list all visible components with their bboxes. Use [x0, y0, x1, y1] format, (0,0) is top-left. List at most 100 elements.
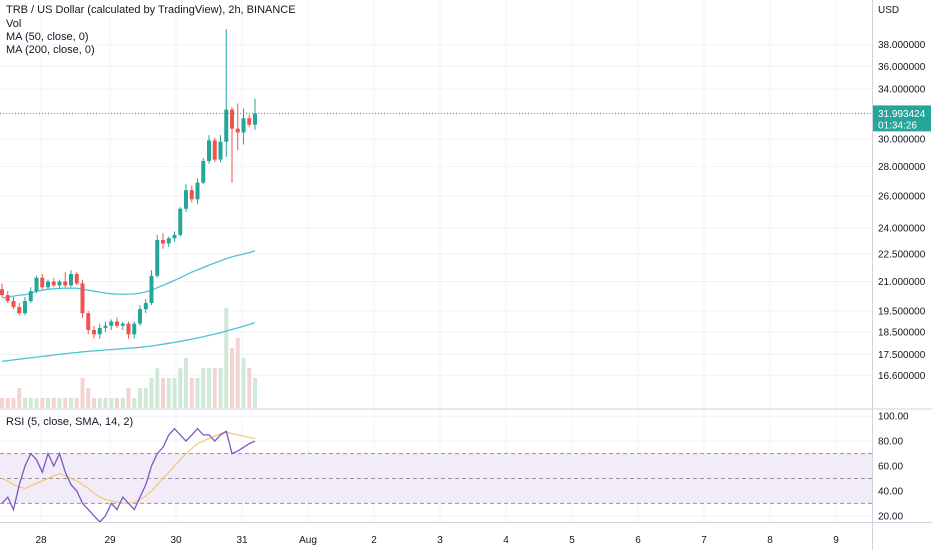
price-tick-label: 34.000000 — [878, 85, 926, 96]
candle — [51, 277, 56, 288]
candle-body — [40, 277, 45, 288]
volume-bar — [17, 388, 22, 408]
volume-bar — [74, 398, 79, 408]
candle — [63, 272, 68, 288]
rsi-tick-label: 20.00 — [878, 511, 903, 522]
candle — [92, 325, 96, 339]
candle — [138, 305, 142, 326]
time-tick-label: 7 — [701, 535, 707, 546]
candle — [241, 108, 246, 145]
candle-body — [5, 295, 10, 302]
candle — [201, 158, 206, 185]
candle — [195, 178, 200, 204]
candle-body — [247, 118, 252, 125]
candle-body — [69, 274, 73, 286]
candle — [149, 270, 154, 306]
candle — [115, 317, 119, 328]
last-price-badge-bg — [873, 105, 931, 132]
volume-bar — [28, 398, 33, 408]
time-tick-label: 9 — [833, 535, 839, 546]
price-tick-label: 30.000000 — [878, 135, 926, 146]
candle-body — [92, 330, 96, 335]
volume-bar — [109, 398, 114, 408]
volume-bar — [132, 398, 137, 408]
candle — [5, 291, 10, 304]
volume-bar — [46, 398, 50, 408]
price-tick-label: 21.000000 — [878, 277, 926, 288]
price-tick-label: 24.000000 — [878, 224, 926, 235]
price-tick-label: 26.000000 — [878, 192, 926, 203]
candle-body — [149, 275, 154, 304]
candle — [178, 207, 183, 237]
candle — [34, 275, 39, 294]
last-price-label: 31.993424 — [878, 109, 926, 120]
candle-body — [0, 289, 4, 296]
candle-body — [86, 313, 91, 331]
candle — [218, 135, 223, 163]
time-tick-label: 3 — [437, 535, 443, 546]
candle-body — [63, 281, 68, 286]
candle — [184, 184, 188, 212]
candle-body — [46, 281, 50, 288]
volume-bar — [207, 368, 211, 408]
volume-bar — [155, 368, 160, 408]
volume-bar — [143, 388, 148, 408]
volume-bar — [92, 398, 96, 408]
volume-bar — [247, 368, 252, 408]
candle-body — [218, 141, 223, 160]
candle-body — [178, 208, 183, 235]
chart-title: TRB / US Dollar (calculated by TradingVi… — [6, 4, 296, 16]
countdown-label: 01:34:26 — [878, 120, 917, 131]
candle — [109, 319, 114, 331]
price-tick-label: 19.500000 — [878, 307, 926, 318]
volume-bar — [230, 348, 234, 408]
volume-bar — [189, 378, 194, 408]
volume-bar — [103, 398, 108, 408]
volume-bar — [63, 398, 68, 408]
legend-ma50: MA (50, close, 0) — [6, 31, 89, 43]
time-tick-label: 31 — [236, 535, 248, 546]
volume-bar — [178, 368, 183, 408]
candle-body — [230, 109, 234, 129]
legend-rsi: RSI (5, close, SMA, 14, 2) — [6, 416, 134, 428]
legend-vol: Vol — [6, 18, 22, 30]
price-tick-label: 16.600000 — [878, 371, 926, 382]
candle-body — [201, 160, 206, 183]
volume-bar — [51, 398, 56, 408]
time-tick-label: 2 — [371, 535, 377, 546]
candle — [40, 274, 45, 290]
candle — [161, 233, 165, 249]
volume-bar — [224, 308, 229, 408]
price-tick-label: 28.000000 — [878, 162, 926, 173]
candle — [143, 299, 148, 314]
candle-body — [235, 128, 240, 133]
candle-body — [126, 323, 131, 335]
candle-body — [189, 190, 194, 200]
volume-bar — [195, 378, 200, 408]
rsi-tick-label: 60.00 — [878, 462, 903, 473]
candle — [212, 137, 217, 163]
candle — [132, 321, 137, 339]
volume-bar — [23, 398, 27, 408]
candle — [207, 135, 211, 164]
candle — [189, 185, 194, 203]
candle — [247, 114, 252, 128]
candle — [86, 311, 91, 335]
candle — [74, 272, 79, 286]
candle-body — [172, 234, 177, 239]
candle — [155, 234, 160, 278]
candle — [253, 98, 257, 130]
candle-body — [23, 301, 27, 314]
price-tick-label: 22.500000 — [878, 249, 926, 260]
volume-bar — [218, 368, 223, 408]
candle — [46, 279, 50, 290]
candle-body — [161, 240, 165, 244]
rsi-tick-label: 80.00 — [878, 437, 903, 448]
time-tick-label: 8 — [767, 535, 773, 546]
candle-body — [138, 309, 142, 324]
candle — [235, 103, 240, 150]
candle — [69, 270, 73, 288]
candle — [224, 29, 229, 157]
